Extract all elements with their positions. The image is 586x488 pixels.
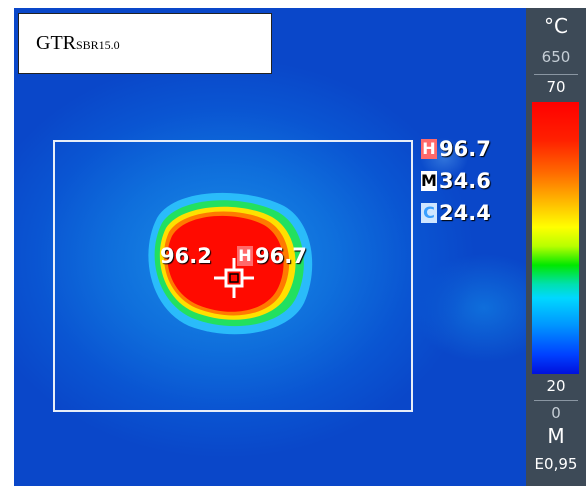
mean-temp-readout: M34.6: [421, 169, 491, 193]
hotspot-overlay: [148, 192, 313, 335]
sample-label-text: GTRSBR15.0: [36, 32, 120, 55]
temperature-scale-panel: °C 650 70 20 0 M E0,95: [526, 8, 586, 486]
hotspot-temp-value: 96.7: [255, 244, 307, 268]
color-scale-bar: [532, 102, 579, 374]
spot-temp-value: 96.2: [160, 244, 212, 268]
hotspot-red: [167, 215, 284, 312]
thermal-image: [14, 8, 526, 486]
max-temp-value: 96.7: [439, 137, 491, 161]
min-temp-value: 24.4: [439, 201, 491, 225]
crosshair-icon[interactable]: [212, 256, 256, 300]
scale-top-value: 70: [546, 78, 566, 96]
cold-marker-icon: C: [421, 203, 437, 223]
scale-range-max: 650: [541, 48, 571, 66]
scale-divider: [534, 400, 578, 401]
scale-bottom-value: 20: [546, 377, 566, 395]
sample-label-main: GTR: [36, 32, 76, 54]
scale-unit: °C: [544, 14, 568, 38]
measurement-area-box[interactable]: [53, 140, 413, 412]
mean-temp-value: 34.6: [439, 169, 491, 193]
max-temp-readout: H 96.7: [421, 137, 491, 161]
hot-marker-icon: H: [237, 246, 253, 266]
emissivity-value: E0,95: [534, 455, 578, 473]
hotspot-temp-readout: H 96.7: [237, 244, 307, 268]
sample-label-sub: SBR15.0: [76, 38, 120, 52]
hot-marker-icon: H: [421, 139, 437, 159]
sample-label: GTRSBR15.0: [18, 13, 272, 74]
scale-range-min: 0: [551, 404, 561, 422]
min-temp-readout: C 24.4: [421, 201, 491, 225]
spot-temp-readout: 96.2: [160, 244, 212, 268]
mean-marker-icon: M: [421, 171, 437, 191]
scale-mode: M: [547, 424, 565, 448]
scale-divider: [534, 74, 578, 75]
